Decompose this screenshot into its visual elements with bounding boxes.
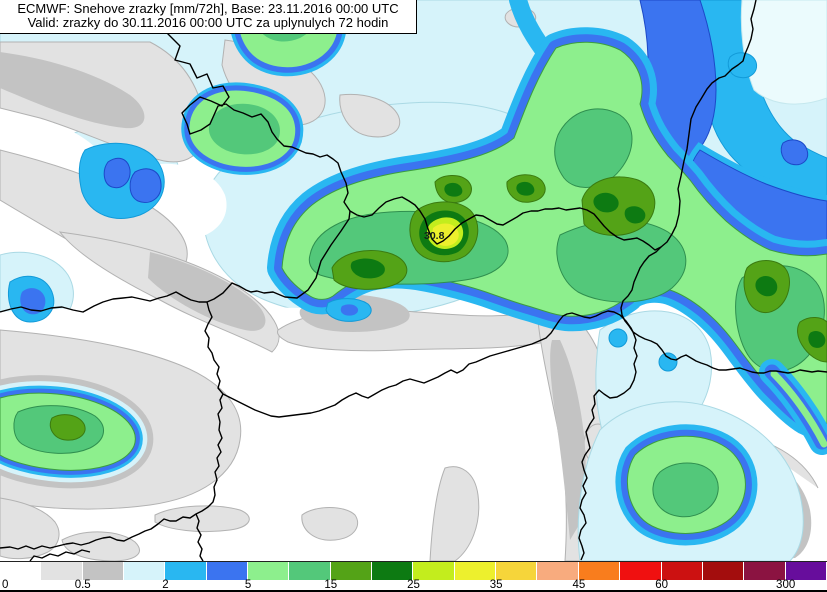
- legend-segment: [248, 562, 290, 580]
- country-borders: [0, 0, 827, 561]
- title-line-1: ECMWF: Snehove zrazky [mm/72h], Base: 23…: [17, 1, 399, 16]
- map-canvas: [0, 0, 827, 561]
- legend-segment: [0, 562, 42, 580]
- precip-max-label: 30.8: [424, 230, 445, 242]
- legend-tick-label: 2: [162, 579, 169, 591]
- legend-segment: [702, 562, 745, 580]
- border-si-hr: [29, 549, 91, 561]
- legend-tick-label: 25: [407, 579, 420, 591]
- legend-tick-label: 60: [655, 579, 668, 591]
- legend: 0 0.5 2 5 15 25 35 45 60 300: [0, 561, 827, 591]
- legend-segment: [661, 562, 703, 580]
- legend-segment: [124, 562, 166, 580]
- legend-segment: [454, 562, 497, 580]
- legend-segment: [496, 562, 538, 580]
- legend-bar: [0, 561, 827, 580]
- border-hu-ua-ro: [632, 331, 827, 374]
- legend-segment: [82, 562, 125, 580]
- border-sk-hu: [222, 310, 634, 418]
- border-at-hu-si: [0, 301, 224, 550]
- legend-segment: [206, 562, 249, 580]
- legend-tick-label: 45: [572, 579, 586, 591]
- legend-segment: [578, 562, 621, 580]
- legend-segment: [537, 562, 579, 580]
- legend-tick-label: 300: [776, 579, 796, 591]
- border-hu-ro-south: [578, 331, 638, 561]
- border-cz-at-sk: [0, 210, 351, 313]
- legend-tick-label: 35: [489, 579, 503, 591]
- precipitation-map: [0, 0, 827, 561]
- legend-segment: [165, 562, 207, 580]
- legend-segment: [289, 562, 331, 580]
- legend-tick-label: 15: [324, 579, 338, 591]
- legend-segment: [785, 562, 827, 580]
- border-hu-hr: [195, 513, 204, 561]
- legend-tick-label: 5: [244, 579, 252, 591]
- legend-segment: [41, 562, 83, 580]
- legend-tick-label: 0: [2, 579, 9, 591]
- border-cz-pl-sk-ua: [164, 0, 757, 251]
- legend-segment: [620, 562, 662, 580]
- border-sk-ua: [620, 246, 662, 333]
- legend-ticks: 0 0.5 2 5 15 25 35 45 60 300: [0, 579, 827, 591]
- precip-contours: [0, 0, 827, 561]
- title-line-2: Valid: zrazky do 30.11.2016 00:00 UTC za…: [27, 15, 389, 30]
- legend-segment: [413, 562, 455, 580]
- title-box: ECMWF: Snehove zrazky [mm/72h], Base: 23…: [0, 0, 417, 34]
- legend-segment: [372, 562, 414, 580]
- legend-tick-label: 0.5: [74, 579, 91, 591]
- legend-segment: [330, 562, 373, 580]
- legend-segment: [744, 562, 786, 580]
